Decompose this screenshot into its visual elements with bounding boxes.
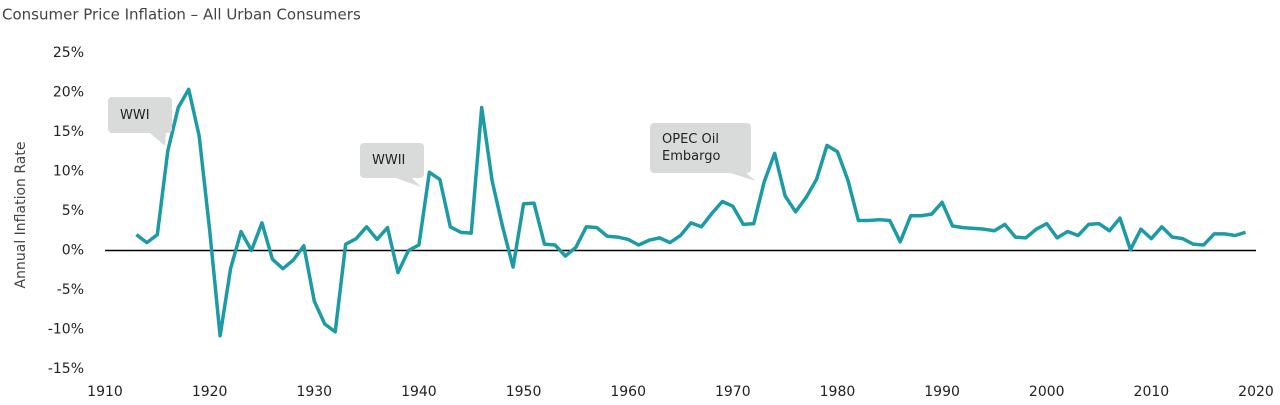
annotation: WWII xyxy=(360,143,424,178)
x-tick-label: 1920 xyxy=(192,384,228,400)
x-tick-label: 2020 xyxy=(1238,384,1274,400)
y-tick-label: 20% xyxy=(53,85,84,101)
y-axis-label: Annual Inflation Rate xyxy=(13,142,29,289)
x-tick-label: 1970 xyxy=(715,384,751,400)
x-tick-label: 2010 xyxy=(1134,384,1170,400)
y-tick-label: 0% xyxy=(62,243,84,259)
y-tick-label: -10% xyxy=(48,322,84,338)
y-tick-label: -15% xyxy=(48,361,84,377)
x-tick-label: 1930 xyxy=(296,384,332,400)
annotation: OPEC Oil Embargo xyxy=(650,123,751,173)
callout-pointer xyxy=(396,178,421,187)
x-tick-label: 1940 xyxy=(401,384,437,400)
callout-pointer xyxy=(150,133,166,146)
chart-title: Consumer Price Inflation – All Urban Con… xyxy=(2,6,361,24)
x-tick-label: 1960 xyxy=(610,384,646,400)
inflation-line xyxy=(135,87,1247,338)
y-tick-label: -5% xyxy=(57,282,84,298)
x-tick-label: 2000 xyxy=(1029,384,1065,400)
x-tick-label: 1990 xyxy=(924,384,960,400)
y-tick-label: 25% xyxy=(53,45,84,61)
y-tick-label: 15% xyxy=(53,124,84,140)
y-tick-label: 5% xyxy=(62,203,84,219)
x-tick-label: 1950 xyxy=(506,384,542,400)
callout-pointer xyxy=(730,173,756,181)
x-tick-label: 1980 xyxy=(820,384,856,400)
x-tick-label: 1910 xyxy=(87,384,123,400)
annotation: WWI xyxy=(108,97,172,133)
y-tick-label: 10% xyxy=(53,164,84,180)
